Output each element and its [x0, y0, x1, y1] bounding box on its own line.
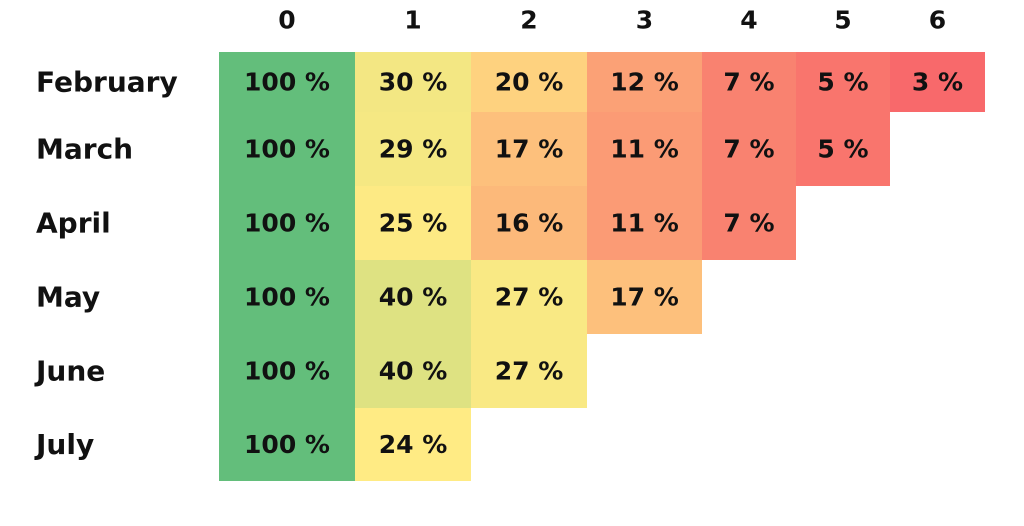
heatmap-cell-may-2 [471, 260, 587, 334]
heatmap-cell-june-2 [471, 334, 587, 408]
heatmap-cell-april-4 [702, 186, 796, 260]
heatmap-cell-february-4 [702, 52, 796, 112]
heatmap-cells: 100 % 30 % 20 % 12 % 7 % 5 % 3 % 100 % 29 % 17 % 1… [219, 52, 985, 481]
row-label-may: May [36, 281, 100, 314]
cell-value-february-6: 3 % [912, 68, 963, 97]
column-label-5: 5 [834, 6, 851, 35]
cell-value-february-5: 5 % [817, 68, 868, 97]
cell-value-april-4: 7 % [723, 209, 774, 238]
cell-value-june-2: 27 % [495, 357, 564, 386]
heatmap-cell-may-3 [587, 260, 702, 334]
heatmap-cell-april-2 [471, 186, 587, 260]
cell-value-march-0: 100 % [244, 135, 330, 164]
cell-value-june-0: 100 % [244, 357, 330, 386]
column-label-0: 0 [278, 6, 295, 35]
heatmap-cell-june-0 [219, 334, 355, 408]
cell-value-april-3: 11 % [610, 209, 679, 238]
cell-value-april-0: 100 % [244, 209, 330, 238]
cell-value-may-1: 40 % [379, 283, 448, 312]
cell-value-march-2: 17 % [495, 135, 564, 164]
row-label-april: April [36, 207, 111, 240]
column-label-4: 4 [740, 6, 757, 35]
heatmap-cell-february-1 [355, 52, 471, 112]
cell-value-april-1: 25 % [379, 209, 448, 238]
cell-value-february-3: 12 % [610, 68, 679, 97]
heatmap-cell-june-1 [355, 334, 471, 408]
heatmap-cell-march-5 [796, 112, 890, 186]
cell-value-july-1: 24 % [379, 430, 448, 459]
cell-value-june-1: 40 % [379, 357, 448, 386]
row-labels: February March April May June July [34, 66, 178, 462]
heatmap-cell-march-0 [219, 112, 355, 186]
heatmap-cell-february-2 [471, 52, 587, 112]
heatmap-cell-april-1 [355, 186, 471, 260]
heatmap-cell-april-3 [587, 186, 702, 260]
cell-value-may-2: 27 % [495, 283, 564, 312]
heatmap-cell-july-0 [219, 408, 355, 481]
heatmap-cell-may-1 [355, 260, 471, 334]
heatmap-cell-march-4 [702, 112, 796, 186]
heatmap-cell-february-6 [890, 52, 985, 112]
cell-value-february-1: 30 % [379, 68, 448, 97]
row-label-march: March [36, 133, 133, 166]
heatmap-cell-march-2 [471, 112, 587, 186]
heatmap-cell-march-3 [587, 112, 702, 186]
heatmap-cell-february-3 [587, 52, 702, 112]
cell-value-march-5: 5 % [817, 135, 868, 164]
cell-value-may-0: 100 % [244, 283, 330, 312]
heatmap-cell-july-1 [355, 408, 471, 481]
cell-value-february-4: 7 % [723, 68, 774, 97]
heatmap-cell-february-0 [219, 52, 355, 112]
cell-value-march-1: 29 % [379, 135, 448, 164]
cell-value-february-0: 100 % [244, 68, 330, 97]
cell-value-may-3: 17 % [610, 283, 679, 312]
heatmap-cell-march-1 [355, 112, 471, 186]
column-label-6: 6 [929, 6, 946, 35]
column-label-2: 2 [520, 6, 537, 35]
column-label-1: 1 [404, 6, 421, 35]
cell-value-april-2: 16 % [495, 209, 564, 238]
heatmap-cell-may-0 [219, 260, 355, 334]
cell-value-july-0: 100 % [244, 430, 330, 459]
column-labels: 0 1 2 3 4 5 6 [278, 6, 946, 35]
row-label-july: July [34, 428, 94, 461]
row-label-february: February [36, 66, 178, 99]
cell-value-february-2: 20 % [495, 68, 564, 97]
cell-value-march-4: 7 % [723, 135, 774, 164]
heatmap-cell-april-0 [219, 186, 355, 260]
heatmap-cell-february-5 [796, 52, 890, 112]
cell-value-march-3: 11 % [610, 135, 679, 164]
column-label-3: 3 [636, 6, 653, 35]
row-label-june: June [34, 355, 105, 388]
